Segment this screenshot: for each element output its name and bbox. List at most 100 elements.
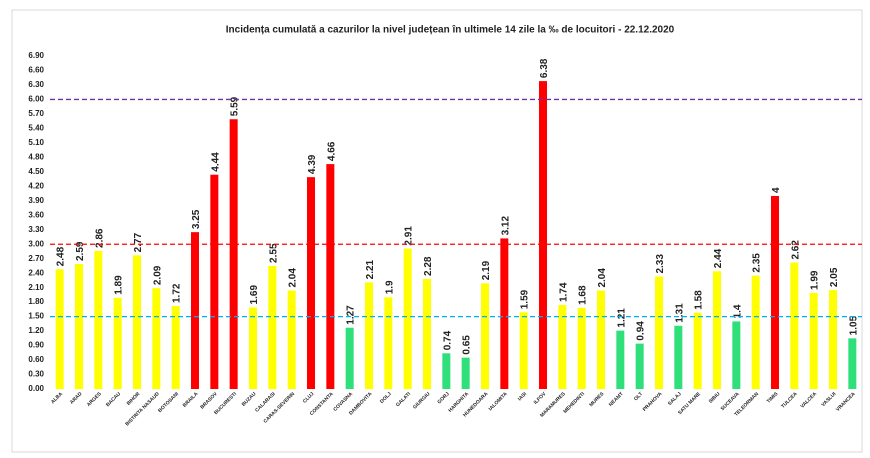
value-label: 1.69	[249, 285, 260, 305]
value-label: 2.09	[152, 265, 163, 285]
x-tick-label: ARGES	[86, 391, 103, 408]
x-tick-label: ARAD	[69, 391, 84, 406]
value-label: 2.48	[56, 246, 67, 266]
y-tick-label: 2.70	[28, 254, 44, 263]
bar	[210, 174, 219, 389]
bar	[249, 307, 257, 389]
value-label: 1.9	[384, 280, 395, 294]
bar	[829, 290, 837, 389]
x-tick-label: CLUJ	[302, 391, 316, 405]
bar	[191, 232, 199, 389]
bar	[326, 164, 335, 389]
y-tick-label: 3.90	[28, 196, 44, 205]
y-tick-label: 4.50	[28, 167, 44, 176]
value-label: 2.04	[288, 268, 299, 288]
value-label: 2.55	[268, 243, 279, 263]
x-tick-label: DOLJ	[379, 391, 393, 405]
x-tick-label: BACAU	[105, 391, 122, 408]
value-label: 6.38	[539, 58, 550, 78]
y-tick-label: 3.30	[28, 225, 44, 234]
x-tick-label: VALCEA	[800, 391, 819, 410]
value-label: 5.59	[230, 96, 241, 116]
bar	[55, 269, 64, 389]
bar	[403, 248, 412, 389]
value-label: 2.59	[75, 241, 86, 261]
x-tick-label: TIMIS	[766, 391, 780, 405]
value-label: 1.4	[732, 304, 743, 318]
y-tick-label: 6.00	[28, 95, 44, 104]
y-tick-label: 4.20	[28, 181, 44, 190]
value-label: 1.68	[578, 285, 589, 305]
x-tick-label: NEAMT	[608, 391, 625, 408]
value-label: 2.77	[133, 232, 144, 252]
bar	[674, 325, 683, 389]
x-tick-label: VASLUI	[820, 391, 837, 408]
y-tick-label: 6.30	[28, 80, 44, 89]
y-tick-label: 2.40	[28, 268, 44, 277]
bar	[500, 238, 509, 389]
bar	[577, 307, 586, 389]
bar	[75, 264, 83, 389]
value-label: 1.58	[694, 290, 705, 310]
bar	[597, 290, 605, 389]
x-tick-label: BIHOR	[126, 391, 142, 407]
bar	[384, 297, 393, 389]
bar	[461, 357, 470, 389]
value-label: 1.89	[114, 275, 125, 295]
bar	[655, 276, 663, 389]
bar	[171, 305, 180, 389]
bar	[94, 250, 103, 389]
value-label: 1.74	[558, 282, 569, 302]
x-tick-label: BRAILA	[182, 391, 200, 409]
value-label: 1.99	[810, 270, 821, 290]
x-tick-label: GALATI	[395, 391, 413, 409]
x-tick-label: BUZAU	[241, 391, 258, 408]
bar	[287, 290, 296, 389]
value-label: 2.19	[481, 260, 492, 280]
y-tick-label: 5.40	[28, 124, 44, 133]
value-label: 2.28	[423, 256, 434, 276]
bar	[133, 255, 141, 389]
y-tick-label: 5.10	[28, 138, 44, 147]
y-tick-label: 3.60	[28, 210, 44, 219]
value-label: 2.04	[597, 268, 608, 288]
value-label: 3.12	[500, 216, 511, 236]
value-label: 4.66	[326, 141, 337, 161]
x-tick-label: BISTRITA NASAUD	[124, 391, 161, 428]
value-label: 3.25	[191, 209, 202, 229]
value-label: 0.65	[462, 335, 473, 355]
value-label: 0.74	[442, 330, 453, 350]
y-tick-label: 0.90	[28, 341, 44, 350]
x-tick-label: SALAJ	[667, 391, 683, 407]
chart-frame	[11, 9, 863, 453]
value-label: 0.94	[636, 321, 647, 341]
bar	[693, 312, 702, 389]
x-tick-label: IALOMITA	[488, 391, 509, 412]
value-label: 2.86	[94, 228, 105, 248]
x-tick-label: BOTOSANI	[157, 391, 180, 414]
bar	[442, 353, 451, 389]
bar	[771, 195, 779, 389]
y-tick-label: 0.60	[28, 355, 44, 364]
bar	[635, 343, 644, 389]
value-label: 4.39	[307, 154, 318, 174]
bar	[307, 177, 315, 389]
bar	[790, 262, 799, 389]
bar	[365, 282, 373, 389]
value-label: 1.05	[848, 315, 859, 335]
bar	[713, 271, 721, 389]
x-tick-label: VRANCEA	[835, 391, 857, 413]
bar	[268, 265, 277, 389]
x-tick-label: GIURGIU	[412, 391, 432, 411]
bar	[229, 119, 238, 389]
y-tick-label: 4.80	[28, 152, 44, 161]
bar	[732, 321, 741, 389]
value-label: 1.72	[172, 283, 183, 303]
x-tick-label: IASI	[517, 391, 529, 403]
x-tick-label: MEHEDINTI	[562, 391, 586, 415]
value-label: 2.05	[829, 267, 840, 287]
value-label: 2.44	[713, 248, 724, 268]
bar	[113, 297, 122, 389]
value-label: 1.21	[616, 308, 627, 328]
